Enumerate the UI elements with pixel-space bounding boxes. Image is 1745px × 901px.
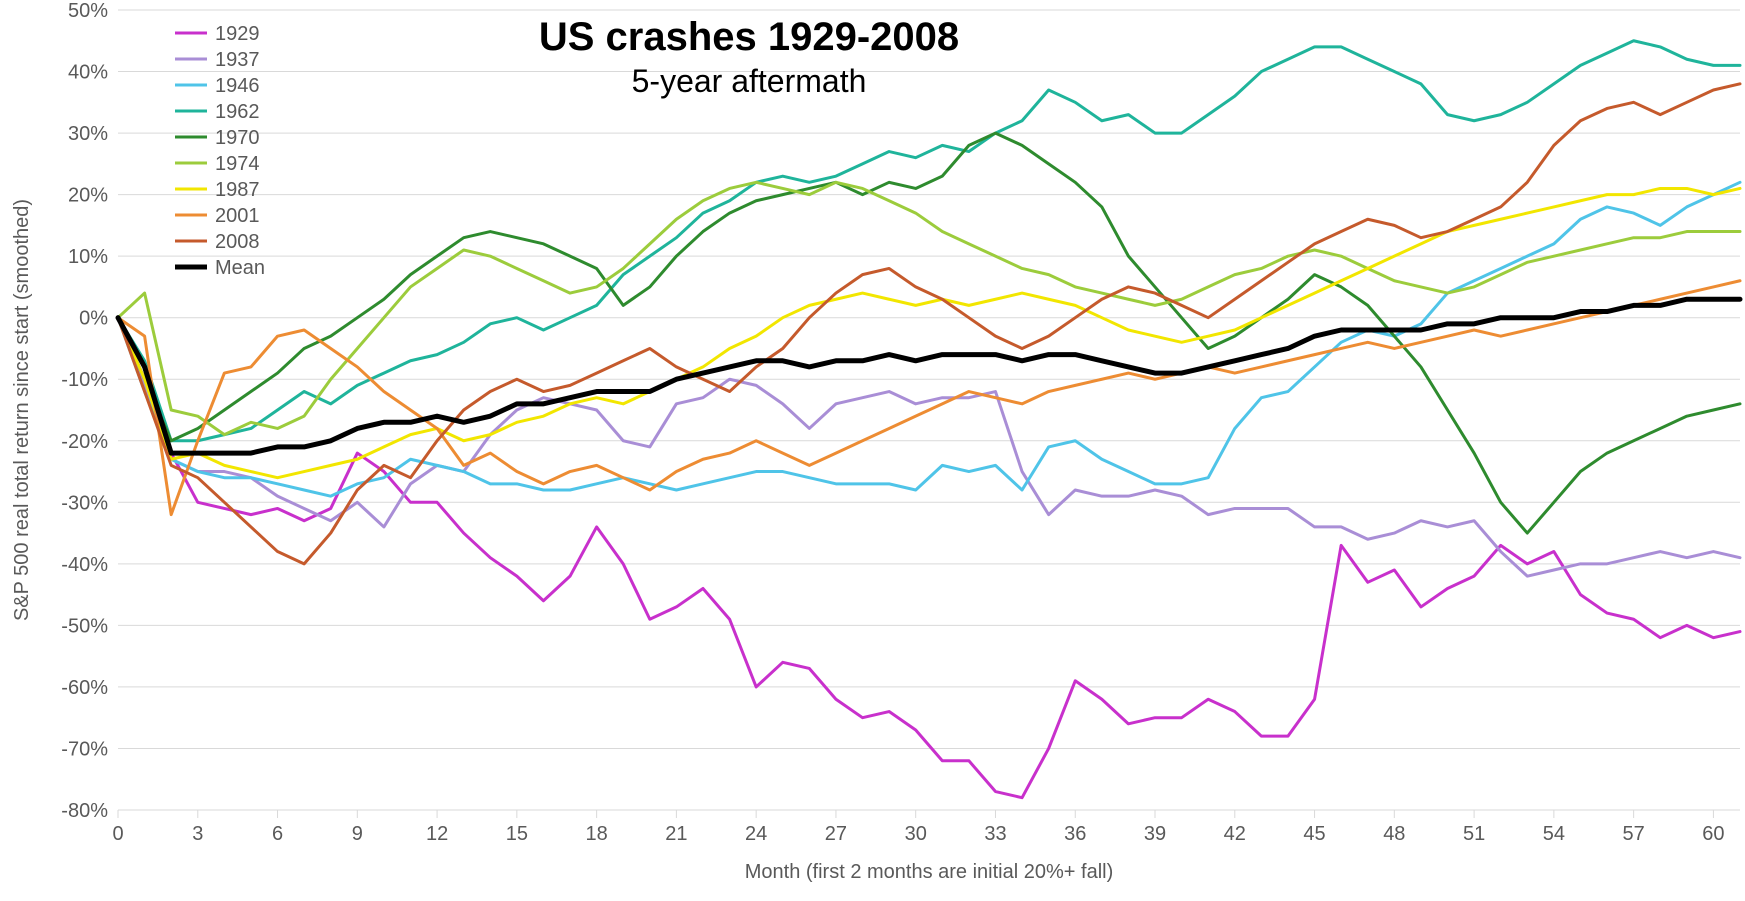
y-tick-label: -30%	[61, 492, 108, 514]
y-tick-label: 0%	[79, 308, 108, 330]
y-tick-label: 40%	[68, 62, 108, 84]
y-tick-label: 20%	[68, 185, 108, 207]
y-tick-label: -20%	[61, 431, 108, 453]
legend-label-1974: 1974	[215, 153, 260, 175]
x-tick-label: 6	[272, 823, 283, 845]
legend-label-1987: 1987	[215, 179, 260, 201]
x-tick-label: 33	[984, 823, 1006, 845]
x-tick-label: 48	[1383, 823, 1405, 845]
y-tick-label: -40%	[61, 554, 108, 576]
chart-subtitle: 5-year aftermath	[632, 63, 867, 99]
x-tick-label: 57	[1623, 823, 1645, 845]
y-axis-label: S&P 500 real total return since start (s…	[11, 199, 33, 621]
x-tick-label: 45	[1303, 823, 1325, 845]
chart-svg: -80% -70% -60% -50% -40% -30% -20% -10% 0% 10% 20%…	[0, 0, 1745, 901]
y-tick-label: -50%	[61, 615, 108, 637]
x-tick-label: 12	[426, 823, 448, 845]
legend-label-1970: 1970	[215, 127, 260, 149]
legend-label-mean: Mean	[215, 257, 265, 279]
chart-container: -80% -70% -60% -50% -40% -30% -20% -10% 0% 10% 20%…	[0, 0, 1745, 901]
y-tick-label: 30%	[68, 123, 108, 145]
x-tick-label: 21	[665, 823, 687, 845]
legend-label-1937: 1937	[215, 49, 260, 71]
legend-label-2001: 2001	[215, 205, 260, 227]
x-tick-label: 18	[585, 823, 607, 845]
y-tick-label: -80%	[61, 800, 108, 822]
y-tick-label: -70%	[61, 738, 108, 760]
x-tick-label: 0	[112, 823, 123, 845]
y-tick-label: 10%	[68, 246, 108, 268]
legend-label-1946: 1946	[215, 75, 260, 97]
x-tick-label: 51	[1463, 823, 1485, 845]
x-tick-label: 36	[1064, 823, 1086, 845]
x-tick-label: 42	[1224, 823, 1246, 845]
chart-title: US crashes 1929-2008	[539, 15, 959, 59]
legend-label-1962: 1962	[215, 101, 260, 123]
x-tick-label: 60	[1702, 823, 1724, 845]
legend-label-1929: 1929	[215, 23, 260, 45]
x-tick-label: 3	[192, 823, 203, 845]
legend-label-2008: 2008	[215, 231, 260, 253]
y-tick-label: -60%	[61, 677, 108, 699]
x-tick-label: 30	[905, 823, 927, 845]
x-axis-label: Month (first 2 months are initial 20%+ f…	[745, 861, 1114, 883]
y-tick-label: 50%	[68, 0, 108, 22]
x-tick-label: 54	[1543, 823, 1565, 845]
x-tick-label: 39	[1144, 823, 1166, 845]
x-tick-label: 15	[506, 823, 528, 845]
x-tick-label: 27	[825, 823, 847, 845]
x-tick-label: 9	[352, 823, 363, 845]
x-tick-label: 24	[745, 823, 767, 845]
y-tick-label: -10%	[61, 369, 108, 391]
